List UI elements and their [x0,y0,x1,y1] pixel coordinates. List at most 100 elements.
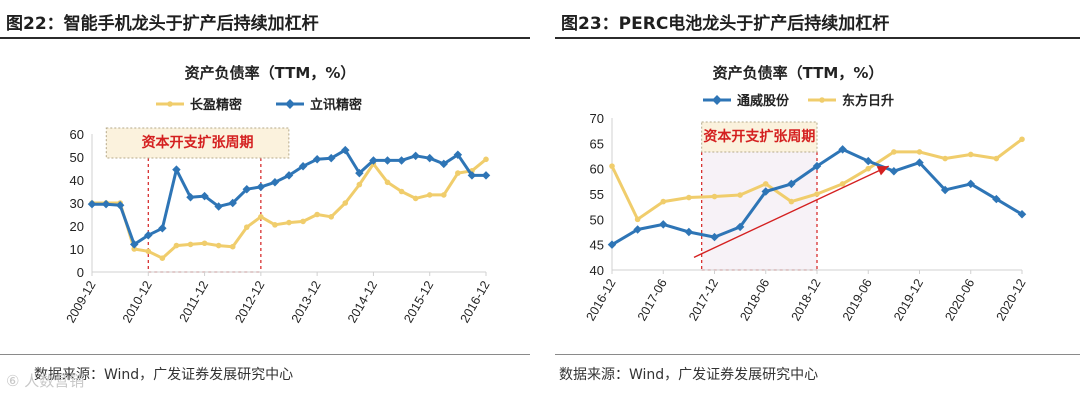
data-point-marker [187,241,194,248]
data-point-marker [284,171,294,180]
source-note: 数据来源：Wind，广发证券发展研究中心 [34,367,294,383]
data-point-marker [201,240,208,247]
data-point-marker [328,214,335,220]
data-point-marker [214,202,223,211]
x-tick-label: 2011-12 [177,278,212,324]
figure-title: 图22：智能手机龙头于扩产后持续加杠杆 [6,14,319,34]
y-tick-label: 40 [590,263,604,278]
y-tick-label: 50 [70,150,84,165]
data-point-marker [369,156,378,165]
data-point-marker [467,171,477,180]
data-point-marker [172,165,181,174]
y-tick-label: 70 [590,111,604,126]
expansion-period-label: 资本开支扩张周期 [703,128,815,145]
data-point-marker [129,240,139,249]
trend-arrow-head [876,166,889,176]
source-note: 数据来源：Wind，广发证券发展研究中心 [559,367,819,383]
x-tick-label: 2016-12 [458,278,493,325]
y-tick-label: 60 [590,162,604,177]
left-figure-panel: 图22：智能手机龙头于扩产后持续加杠杆 资产负债率（TTM，%） 长盈精密 立讯精密… [0,14,530,383]
x-tick-label: 2019-12 [891,276,926,323]
data-point-marker [609,163,615,169]
y-tick-label: 20 [70,219,84,234]
data-point-marker [481,171,491,180]
legend-swatch-marker [712,95,722,105]
data-point-marker [425,153,434,163]
data-point-marker [173,242,180,249]
data-point-marker [788,198,795,205]
footer-divider [555,354,1080,355]
data-point-marker [256,182,266,192]
data-point-marker [967,151,974,158]
title-divider [555,37,1080,39]
data-point-marker [200,191,209,201]
data-point-marker [383,156,392,165]
data-point-marker [87,199,97,209]
data-point-marker [144,230,153,240]
x-tick-label: 2019-06 [840,276,875,323]
data-point-marker [891,149,897,155]
data-point-marker [326,153,336,163]
data-point-marker [942,155,948,162]
x-tick-label: 2013-12 [289,278,324,325]
y-tick-label: 55 [590,187,604,202]
data-point-marker [455,170,461,176]
data-point-marker [411,151,420,161]
legend-label: 立讯精密 [310,97,362,113]
data-point-marker [814,191,820,197]
x-tick-label: 2014-12 [345,278,380,325]
data-point-marker [270,178,280,187]
data-point-marker [634,216,641,223]
data-point-marker [889,166,899,176]
legend-label: 东方日升 [842,93,894,109]
data-point-marker [272,222,278,228]
data-point-marker [158,224,167,233]
data-point-marker [314,211,320,218]
y-tick-label: 50 [590,212,604,227]
right-figure-panel: 图23：PERC电池龙头于扩产后持续加杠杆 资产负债率（TTM，%） 通威股份 东方… [555,0,1080,404]
y-tick-label: 45 [590,238,604,253]
expansion-period-label-box [701,121,818,153]
data-point-marker [684,227,694,237]
data-point-marker [101,199,111,209]
x-tick-label: 2009-12 [64,278,99,325]
data-point-marker [916,149,923,155]
data-point-marker [839,181,846,187]
data-point-marker [131,246,138,252]
chart-title: 资产负债率（TTM，%） [713,64,884,82]
y-tick-label: 30 [70,196,84,211]
data-point-marker [215,242,222,249]
x-tick-label: 2016-12 [584,276,619,323]
chart-title: 资产负债率（TTM，%） [185,64,356,82]
data-point-marker [258,214,264,220]
data-point-marker [243,224,250,230]
x-tick-label: 2020-12 [994,276,1029,323]
data-point-marker [145,248,152,255]
expansion-period-shade [701,152,817,270]
expansion-period-label: 资本开支扩张周期 [142,134,254,151]
data-point-marker [341,145,350,155]
data-point-marker [439,159,449,169]
data-point-marker [300,218,306,225]
x-tick-label: 2015-12 [401,278,436,325]
data-point-marker [355,168,364,178]
data-point-marker [397,156,406,165]
data-point-marker [186,193,195,202]
data-point-marker [426,192,433,198]
y-tick-label: 65 [590,136,604,151]
data-point-marker [286,219,292,226]
figure-title: 图23：PERC电池龙头于扩产后持续加杠杆 [561,14,890,34]
data-point-marker [398,188,405,195]
series-line [92,148,486,246]
x-tick-label: 2010-12 [120,278,155,325]
data-point-marker [115,201,125,210]
legend-swatch-marker [819,97,825,103]
data-point-marker [660,198,667,205]
x-tick-label: 2020-06 [942,276,977,323]
data-point-marker [298,161,308,171]
y-tick-label: 40 [70,173,84,188]
data-point-marker [440,192,447,198]
data-point-marker [865,165,872,172]
